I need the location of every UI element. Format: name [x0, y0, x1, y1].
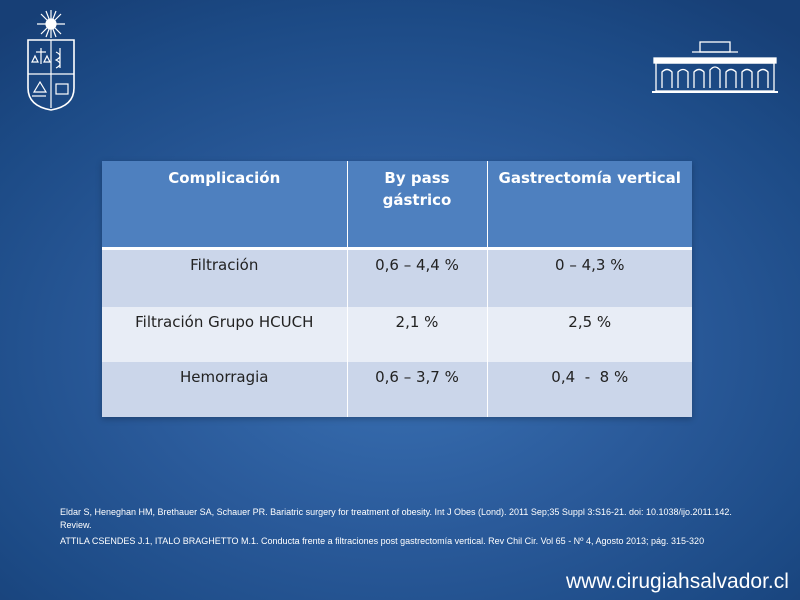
- table-cell: 0,6 – 3,7 %: [347, 361, 488, 417]
- table-cell: 0,6 – 4,4 %: [347, 248, 488, 307]
- table-row: Filtración 0,6 – 4,4 % 0 – 4,3 %: [102, 248, 692, 307]
- table-cell: 0 – 4,3 %: [487, 248, 692, 307]
- header-bypass: By pass gástrico: [347, 161, 488, 250]
- reference-2: ATTILA CSENDES J.1, ITALO BRAGHETTO M.1.…: [60, 536, 705, 546]
- table-header-row: Complicación By pass gástrico Gastrectom…: [102, 161, 692, 250]
- table-cell: 0,4 - 8 %: [487, 361, 692, 417]
- header-bypass-label: By pass gástrico: [382, 169, 452, 209]
- reference-1: Eldar S, Heneghan HM, Brethauer SA, Scha…: [60, 507, 732, 530]
- university-crest-icon: [27, 10, 75, 111]
- table-cell: Hemorragia: [102, 361, 348, 417]
- hospital-building-icon: [652, 41, 778, 93]
- complications-table: Complicación By pass gástrico Gastrectom…: [102, 161, 692, 417]
- header-gastrectomia: Gastrectomía vertical: [487, 161, 692, 250]
- table-row: Filtración Grupo HCUCH 2,1 % 2,5 %: [102, 306, 692, 362]
- table-cell: 2,5 %: [487, 306, 692, 362]
- website-link[interactable]: www.cirugiahsalvador.cl: [566, 570, 789, 593]
- table-cell: Filtración Grupo HCUCH: [102, 306, 348, 362]
- table-cell: Filtración: [102, 248, 348, 307]
- table-cell: 2,1 %: [347, 306, 488, 362]
- table-row: Hemorragia 0,6 – 3,7 % 0,4 - 8 %: [102, 361, 692, 417]
- header-complicacion: Complicación: [102, 161, 348, 250]
